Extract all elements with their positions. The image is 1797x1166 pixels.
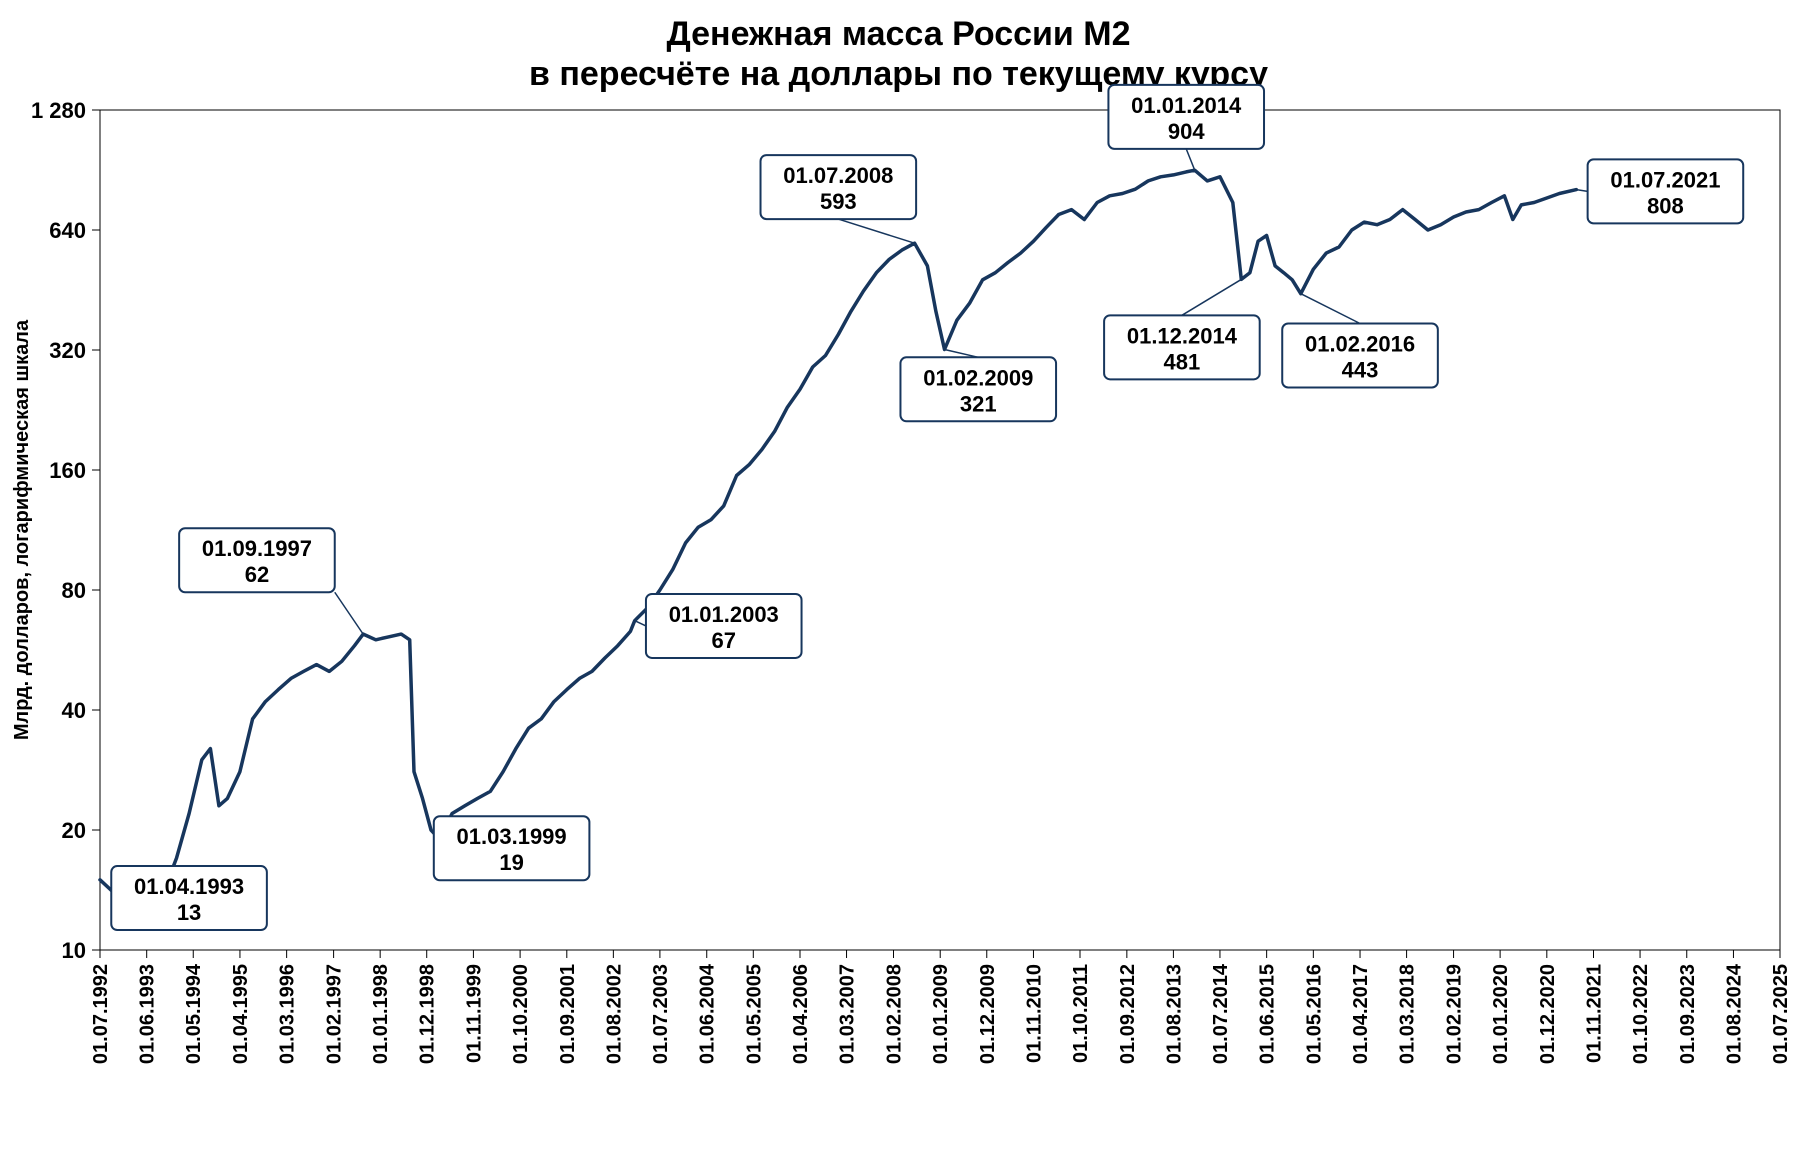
svg-text:01.08.2002: 01.08.2002 — [603, 964, 625, 1064]
svg-text:01.10.2000: 01.10.2000 — [510, 964, 532, 1064]
callout-value: 904 — [1168, 119, 1205, 144]
svg-text:01.02.1997: 01.02.1997 — [324, 964, 346, 1064]
svg-text:20: 20 — [62, 818, 86, 843]
callout-value: 13 — [177, 900, 201, 925]
svg-text:01.01.2020: 01.01.2020 — [1490, 964, 1512, 1064]
svg-text:01.12.2020: 01.12.2020 — [1537, 964, 1559, 1064]
callout-date: 01.02.2009 — [923, 365, 1033, 390]
svg-text:01.05.2005: 01.05.2005 — [743, 964, 765, 1064]
svg-text:01.07.1992: 01.07.1992 — [90, 964, 112, 1064]
svg-text:01.10.2022: 01.10.2022 — [1630, 964, 1652, 1064]
callout-value: 321 — [960, 391, 997, 416]
callout-leader — [1576, 190, 1587, 192]
svg-text:01.12.2009: 01.12.2009 — [977, 964, 999, 1064]
callout-date: 01.07.2008 — [783, 163, 893, 188]
svg-text:01.07.2014: 01.07.2014 — [1210, 963, 1232, 1064]
svg-text:01.07.2003: 01.07.2003 — [650, 964, 672, 1064]
svg-text:10: 10 — [62, 938, 86, 963]
svg-text:01.04.2017: 01.04.2017 — [1350, 964, 1372, 1064]
svg-text:01.03.2007: 01.03.2007 — [837, 964, 859, 1064]
svg-text:320: 320 — [49, 338, 86, 363]
callout-value: 443 — [1342, 357, 1379, 382]
svg-text:160: 160 — [49, 458, 86, 483]
svg-text:01.01.1998: 01.01.1998 — [370, 964, 392, 1064]
callout-leader — [635, 621, 646, 626]
plot-border — [100, 110, 1780, 950]
svg-text:640: 640 — [49, 218, 86, 243]
svg-text:40: 40 — [62, 698, 86, 723]
callout-date: 01.09.1997 — [202, 536, 312, 561]
svg-text:01.11.1999: 01.11.1999 — [463, 964, 485, 1063]
m2-line-chart: Денежная масса России М2в пересчёте на д… — [0, 0, 1797, 1166]
callout-leader — [1186, 149, 1195, 170]
svg-text:01.05.1994: 01.05.1994 — [183, 963, 205, 1064]
svg-text:01.02.2008: 01.02.2008 — [884, 964, 906, 1064]
callout-value: 808 — [1647, 193, 1684, 218]
callout-date: 01.12.2014 — [1127, 323, 1238, 348]
svg-text:01.04.1995: 01.04.1995 — [230, 964, 252, 1064]
svg-text:01.06.1993: 01.06.1993 — [137, 964, 159, 1064]
callout-leader — [1182, 279, 1241, 315]
x-axis: 01.07.1992 01.06.1993 01.05.1994 01.04.1995… — [90, 950, 1792, 1064]
callouts: 01.04.199313 01.09.199762 01.03.199919 01.0… — [111, 85, 1743, 930]
svg-text:01.08.2024: 01.08.2024 — [1723, 963, 1745, 1064]
callout-date: 01.03.1999 — [457, 824, 567, 849]
svg-text:01.04.2006: 01.04.2006 — [790, 964, 812, 1064]
callout-date: 01.02.2016 — [1305, 331, 1415, 356]
callout-value: 19 — [499, 850, 523, 875]
callout-leader — [1301, 294, 1360, 324]
svg-text:01.05.2016: 01.05.2016 — [1303, 964, 1325, 1064]
callout-leader — [335, 592, 363, 634]
svg-text:01.10.2011: 01.10.2011 — [1070, 964, 1092, 1063]
svg-text:01.02.2019: 01.02.2019 — [1444, 964, 1466, 1064]
callout-value: 593 — [820, 189, 857, 214]
svg-text:01.09.2001: 01.09.2001 — [557, 964, 579, 1064]
svg-text:01.11.2021: 01.11.2021 — [1584, 964, 1606, 1063]
svg-text:01.08.2013: 01.08.2013 — [1163, 964, 1185, 1064]
svg-text:80: 80 — [62, 578, 86, 603]
chart-container: Денежная масса России М2в пересчёте на д… — [0, 0, 1797, 1166]
chart-title: Денежная масса России М2в пересчёте на д… — [529, 15, 1268, 93]
svg-text:01.03.2018: 01.03.2018 — [1397, 964, 1419, 1064]
svg-text:01.11.2010: 01.11.2010 — [1023, 964, 1045, 1063]
callout-date: 01.04.1993 — [134, 874, 244, 899]
svg-text:Денежная масса России М2: Денежная масса России М2 — [666, 15, 1130, 53]
callout-date: 01.07.2021 — [1610, 167, 1720, 192]
callout-date: 01.01.2003 — [669, 602, 779, 627]
svg-text:01.03.1996: 01.03.1996 — [277, 964, 299, 1064]
svg-text:01.07.2025: 01.07.2025 — [1770, 964, 1792, 1064]
callout-date: 01.01.2014 — [1131, 93, 1242, 118]
svg-text:01.09.2023: 01.09.2023 — [1677, 964, 1699, 1064]
svg-text:01.01.2009: 01.01.2009 — [930, 964, 952, 1064]
callout-leader — [838, 219, 914, 243]
y-axis: 10 20 40 80 160 320 640 1 280 — [31, 98, 100, 963]
svg-text:01.06.2004: 01.06.2004 — [697, 963, 719, 1064]
svg-text:01.12.1998: 01.12.1998 — [417, 964, 439, 1064]
callout-leader — [945, 349, 979, 357]
svg-text:1 280: 1 280 — [31, 98, 86, 123]
svg-text:01.09.2012: 01.09.2012 — [1117, 964, 1139, 1064]
y-axis-label: Млрд. долларов, логарифмическая шкала — [11, 319, 33, 740]
svg-text:01.06.2015: 01.06.2015 — [1257, 964, 1279, 1064]
callout-value: 67 — [712, 628, 736, 653]
callout-value: 481 — [1164, 349, 1201, 374]
callout-value: 62 — [245, 562, 269, 587]
